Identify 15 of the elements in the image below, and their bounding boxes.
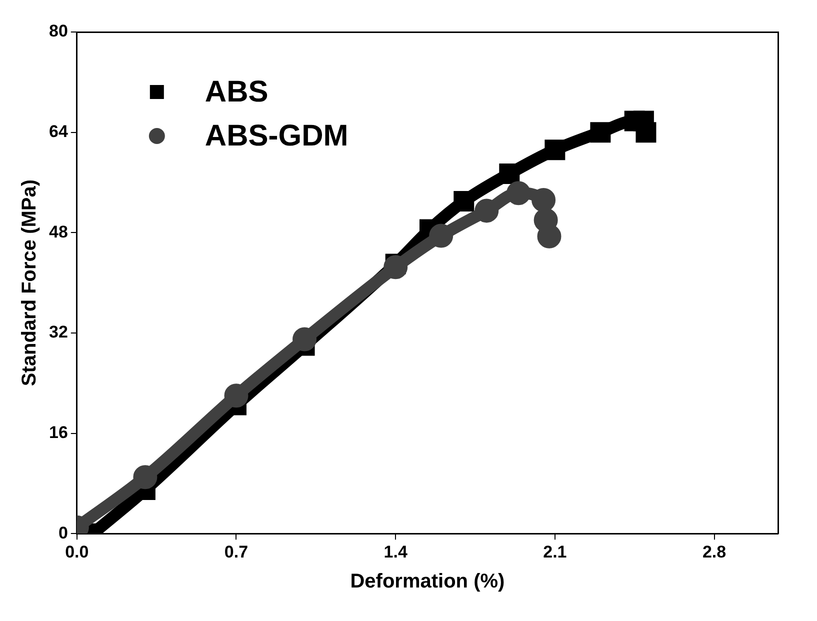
y-tick-label: 16: [48, 422, 68, 442]
x-tick-label: 0.7: [224, 542, 248, 562]
x-tick-label: 2.8: [702, 542, 726, 562]
y-tick-label: 80: [48, 22, 68, 41]
x-tick-label: 0.0: [65, 542, 89, 562]
y-axis-title: Standard Force (MPa): [18, 179, 41, 386]
y-tick-label: 48: [48, 222, 68, 242]
legend-label: ABS-GDM: [204, 119, 348, 152]
x-tick-label: 2.1: [543, 542, 567, 562]
legend-label: ABS: [204, 75, 268, 108]
x-tick-label: 1.4: [384, 542, 408, 562]
y-tick-label: 64: [48, 122, 68, 142]
x-axis-title: Deformation (%): [350, 570, 505, 593]
y-tick-label: 32: [48, 322, 68, 342]
y-tick-label: 0: [58, 523, 68, 542]
